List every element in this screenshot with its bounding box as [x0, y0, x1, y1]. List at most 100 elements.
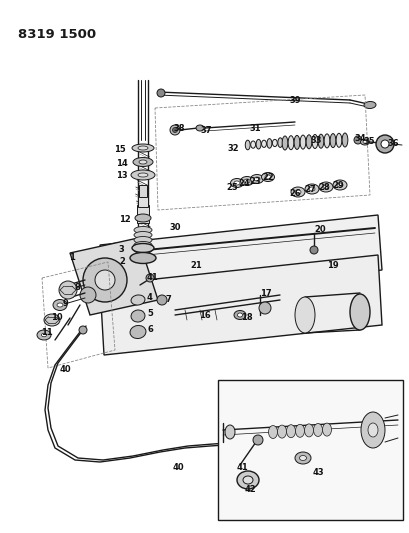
Ellipse shape: [277, 138, 282, 148]
Text: 13: 13: [116, 172, 128, 181]
Circle shape: [157, 295, 166, 305]
Ellipse shape: [295, 424, 304, 437]
Circle shape: [353, 136, 361, 144]
Text: 9: 9: [63, 300, 69, 309]
Ellipse shape: [261, 173, 274, 182]
Ellipse shape: [237, 313, 242, 317]
Text: 22: 22: [261, 174, 273, 182]
Ellipse shape: [133, 157, 153, 166]
Text: 36: 36: [386, 139, 398, 148]
Ellipse shape: [360, 412, 384, 448]
Text: 28: 28: [317, 183, 329, 192]
Text: 37: 37: [200, 125, 211, 134]
Ellipse shape: [286, 425, 295, 438]
Ellipse shape: [261, 140, 266, 148]
Ellipse shape: [196, 125, 204, 131]
Ellipse shape: [336, 183, 342, 187]
Text: 5: 5: [147, 310, 153, 319]
Bar: [137, 205, 148, 223]
Ellipse shape: [294, 452, 310, 464]
Circle shape: [79, 326, 87, 334]
Circle shape: [380, 140, 388, 148]
Ellipse shape: [308, 187, 314, 191]
Ellipse shape: [281, 136, 287, 150]
Text: 41: 41: [236, 464, 247, 472]
Ellipse shape: [299, 135, 305, 149]
Ellipse shape: [266, 139, 271, 148]
Text: 19: 19: [326, 261, 338, 270]
Text: 7: 7: [165, 295, 171, 304]
Text: 29: 29: [331, 182, 343, 190]
Ellipse shape: [294, 297, 314, 333]
Circle shape: [170, 125, 180, 135]
Text: 35: 35: [362, 136, 374, 146]
Text: 32: 32: [227, 143, 238, 152]
Ellipse shape: [362, 141, 366, 143]
Ellipse shape: [304, 424, 313, 437]
Ellipse shape: [134, 246, 152, 254]
Ellipse shape: [313, 424, 322, 437]
Text: 1: 1: [69, 254, 75, 262]
Ellipse shape: [243, 476, 252, 484]
Bar: [218, 380, 402, 520]
Polygon shape: [100, 215, 381, 300]
Ellipse shape: [342, 133, 347, 147]
Text: 24: 24: [238, 179, 249, 188]
Ellipse shape: [135, 214, 151, 222]
Text: 27: 27: [303, 185, 315, 195]
Circle shape: [258, 302, 270, 314]
Ellipse shape: [268, 425, 277, 439]
Ellipse shape: [322, 423, 331, 436]
Ellipse shape: [329, 134, 335, 148]
Bar: [138, 195, 148, 207]
Ellipse shape: [234, 181, 239, 185]
Circle shape: [375, 135, 393, 153]
Circle shape: [83, 258, 127, 302]
Ellipse shape: [324, 134, 329, 148]
Text: 2: 2: [119, 257, 125, 266]
Text: 25: 25: [226, 182, 237, 191]
Ellipse shape: [240, 176, 253, 185]
Ellipse shape: [288, 136, 293, 150]
Text: 18: 18: [240, 313, 252, 322]
Ellipse shape: [322, 185, 328, 189]
Ellipse shape: [234, 311, 245, 319]
Text: 8319 1500: 8319 1500: [18, 28, 96, 41]
Circle shape: [252, 435, 262, 445]
Ellipse shape: [134, 241, 152, 248]
Ellipse shape: [131, 310, 145, 322]
Ellipse shape: [311, 134, 317, 149]
Ellipse shape: [130, 253, 155, 263]
Ellipse shape: [290, 187, 304, 197]
Ellipse shape: [272, 140, 276, 147]
Ellipse shape: [138, 173, 148, 177]
Ellipse shape: [44, 314, 60, 326]
Text: 20: 20: [313, 225, 325, 235]
Ellipse shape: [53, 300, 67, 311]
Ellipse shape: [317, 134, 323, 148]
Ellipse shape: [360, 139, 369, 145]
Ellipse shape: [132, 144, 154, 152]
Polygon shape: [70, 238, 157, 315]
Text: 4: 4: [147, 294, 153, 303]
Ellipse shape: [132, 244, 154, 253]
Text: 23: 23: [249, 176, 260, 185]
Ellipse shape: [367, 423, 377, 437]
Text: 43: 43: [311, 469, 323, 478]
Ellipse shape: [57, 303, 63, 307]
Ellipse shape: [243, 179, 249, 183]
Circle shape: [309, 246, 317, 254]
Ellipse shape: [139, 160, 147, 164]
Ellipse shape: [277, 425, 286, 438]
Ellipse shape: [294, 190, 300, 194]
Ellipse shape: [230, 179, 243, 188]
Ellipse shape: [293, 135, 299, 149]
Text: 31: 31: [249, 124, 260, 133]
Text: 14: 14: [116, 158, 128, 167]
Circle shape: [146, 274, 154, 282]
Ellipse shape: [131, 170, 155, 180]
Ellipse shape: [349, 294, 369, 330]
Ellipse shape: [250, 141, 255, 148]
Text: 40: 40: [59, 366, 71, 375]
Ellipse shape: [335, 133, 341, 147]
